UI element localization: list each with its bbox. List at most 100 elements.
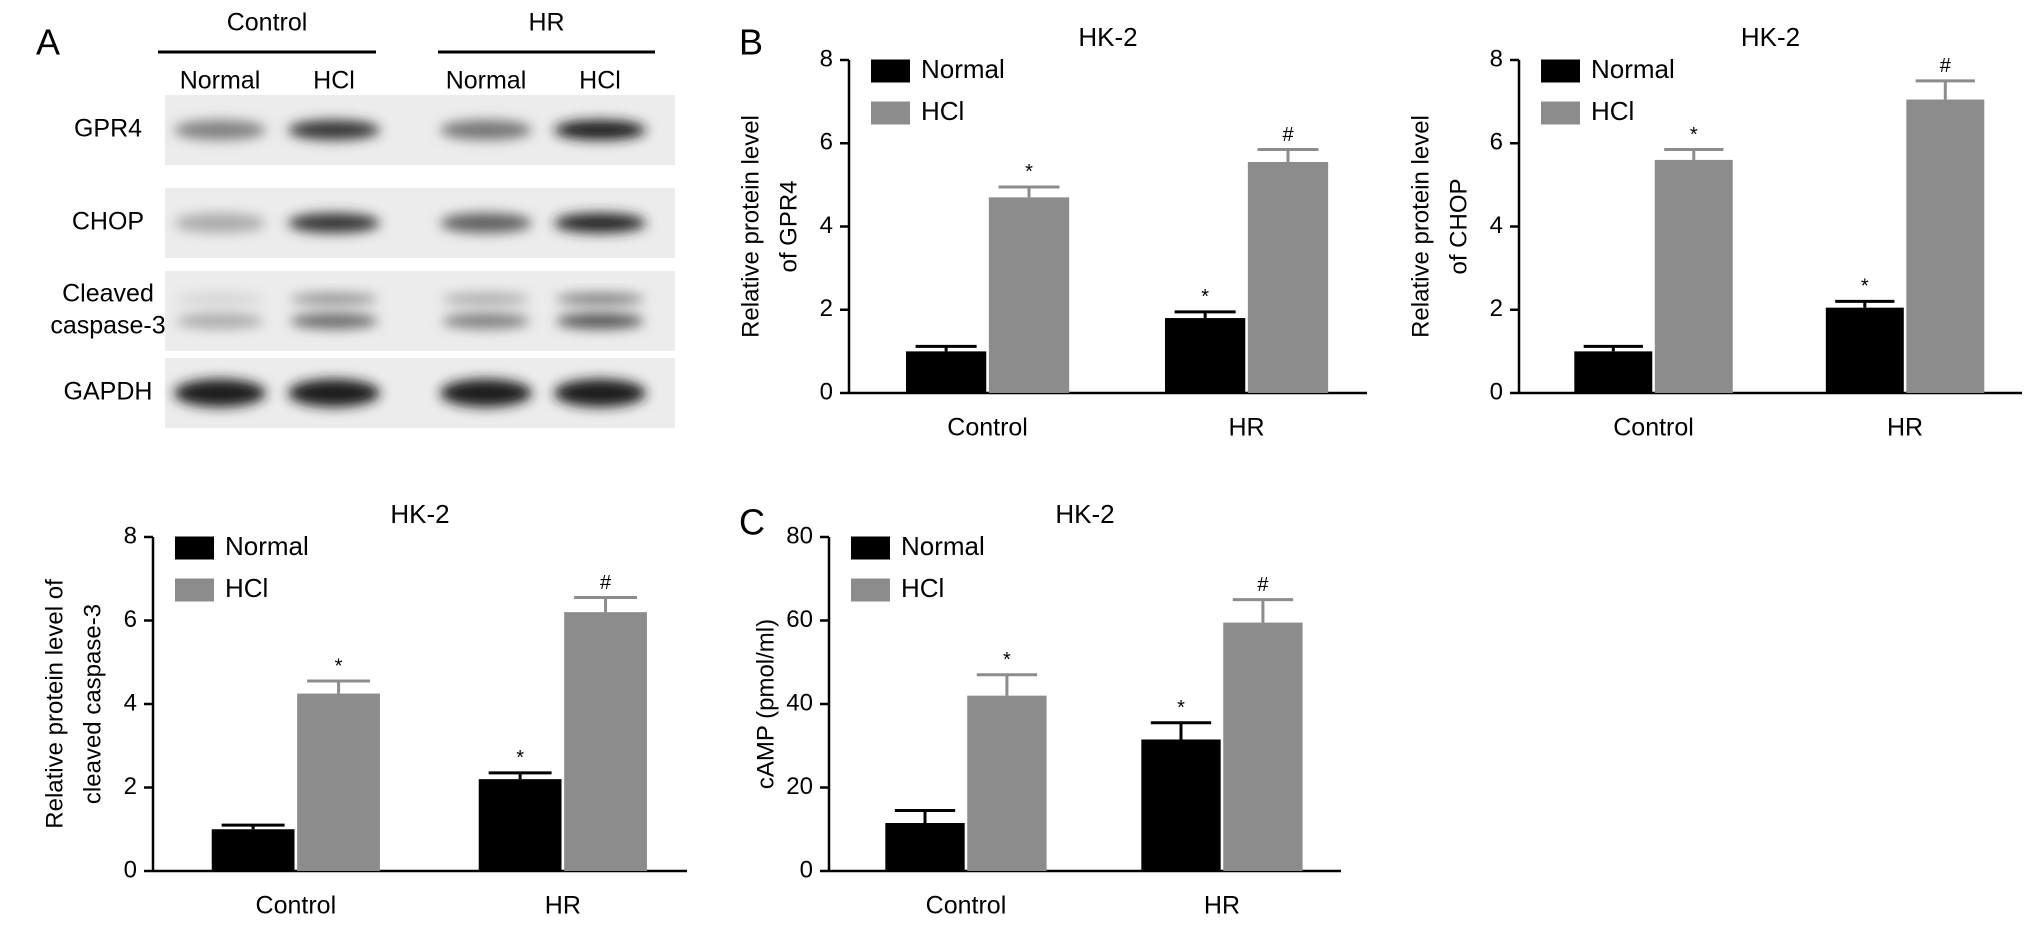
blot-band bbox=[176, 293, 264, 305]
x-tick-label: Control bbox=[926, 892, 1007, 920]
y-tick-label: 6 bbox=[1490, 129, 1503, 156]
significance-marker: * bbox=[1690, 124, 1698, 146]
y-tick-label: 60 bbox=[786, 606, 813, 633]
y-axis-label: cAMP (pmol/ml) bbox=[752, 619, 779, 789]
legend-label: HCl bbox=[1591, 96, 1634, 126]
y-tick-label: 4 bbox=[1490, 212, 1503, 239]
panel-label: A bbox=[36, 22, 60, 63]
y-tick-label: 6 bbox=[124, 606, 137, 633]
blot-band bbox=[288, 120, 380, 140]
y-tick-label: 4 bbox=[820, 212, 833, 239]
legend-label: Normal bbox=[921, 54, 1005, 84]
significance-marker: * bbox=[1861, 276, 1869, 298]
significance-marker: # bbox=[1940, 55, 1952, 77]
bar bbox=[905, 351, 987, 393]
legend-swatch bbox=[175, 536, 214, 560]
bar bbox=[1574, 351, 1653, 393]
y-axis-label: Relative protein level bbox=[737, 115, 764, 338]
panel-label: C bbox=[739, 502, 765, 543]
blot-band bbox=[174, 213, 266, 233]
significance-marker: * bbox=[1025, 161, 1033, 183]
y-tick-label: 40 bbox=[786, 689, 813, 716]
y-tick-label: 2 bbox=[1490, 295, 1503, 322]
y-tick-label: 4 bbox=[124, 689, 137, 716]
significance-marker: * bbox=[1201, 286, 1209, 308]
chart-title: HK-2 bbox=[1078, 22, 1137, 52]
significance-marker: * bbox=[1177, 697, 1185, 719]
blot-band bbox=[174, 379, 266, 407]
lane-label: HCl bbox=[313, 67, 355, 95]
blot-band bbox=[442, 293, 530, 305]
bar bbox=[1825, 307, 1904, 393]
bar bbox=[1223, 622, 1303, 871]
blot-band bbox=[290, 313, 378, 329]
x-tick-label: Control bbox=[947, 414, 1028, 442]
chart-title: HK-2 bbox=[1741, 22, 1800, 52]
y-tick-label: 0 bbox=[820, 378, 833, 405]
x-tick-label: HR bbox=[1204, 892, 1240, 920]
legend-label: HCl bbox=[921, 96, 964, 126]
bar bbox=[1247, 161, 1329, 393]
blot-band bbox=[556, 293, 644, 305]
legend-swatch bbox=[1541, 59, 1580, 83]
chart-title: HK-2 bbox=[390, 499, 449, 529]
blot-band bbox=[554, 120, 646, 140]
blot-band bbox=[554, 213, 646, 233]
blot-band bbox=[176, 313, 264, 329]
y-tick-label: 20 bbox=[786, 773, 813, 800]
protein-label: Cleaved bbox=[62, 280, 154, 308]
significance-marker: # bbox=[1257, 574, 1269, 596]
y-tick-label: 8 bbox=[124, 522, 137, 549]
legend-swatch bbox=[851, 578, 890, 602]
bar bbox=[1906, 99, 1985, 393]
protein-label: CHOP bbox=[72, 208, 144, 236]
bar bbox=[564, 612, 647, 871]
blot-band bbox=[290, 293, 378, 305]
blot-band bbox=[440, 213, 532, 233]
bar bbox=[988, 197, 1070, 393]
bar bbox=[478, 779, 562, 871]
x-tick-label: Control bbox=[256, 892, 337, 920]
blot-band bbox=[556, 313, 644, 329]
chart-title: HK-2 bbox=[1055, 499, 1114, 529]
bar bbox=[1141, 739, 1221, 871]
protein-label: GPR4 bbox=[74, 115, 142, 143]
significance-marker: * bbox=[335, 655, 343, 677]
blot-band bbox=[440, 379, 532, 407]
y-tick-label: 2 bbox=[124, 773, 137, 800]
y-axis-label: Relative protein level bbox=[1407, 115, 1434, 338]
x-tick-label: Control bbox=[1613, 414, 1694, 442]
y-tick-label: 0 bbox=[800, 856, 813, 883]
significance-marker: * bbox=[1003, 649, 1011, 671]
bar bbox=[967, 695, 1047, 871]
protein-label: caspase-3 bbox=[50, 312, 165, 340]
legend-label: HCl bbox=[901, 573, 944, 603]
y-tick-label: 0 bbox=[124, 856, 137, 883]
blot-band bbox=[174, 120, 266, 140]
legend-swatch bbox=[1541, 101, 1580, 125]
legend-label: Normal bbox=[1591, 54, 1675, 84]
group-label: HR bbox=[528, 9, 564, 37]
blot-band bbox=[288, 213, 380, 233]
y-tick-label: 0 bbox=[1490, 378, 1503, 405]
y-axis-label: Relative protein level of bbox=[41, 579, 68, 829]
bar bbox=[1654, 159, 1733, 393]
y-axis-label: of GPR4 bbox=[775, 180, 802, 272]
legend-swatch bbox=[871, 59, 910, 83]
significance-marker: # bbox=[1282, 124, 1294, 146]
x-tick-label: HR bbox=[545, 892, 581, 920]
y-tick-label: 80 bbox=[786, 522, 813, 549]
y-tick-label: 8 bbox=[820, 45, 833, 72]
x-tick-label: HR bbox=[1229, 414, 1265, 442]
x-tick-label: HR bbox=[1887, 414, 1923, 442]
bar bbox=[1164, 318, 1246, 393]
legend-swatch bbox=[871, 101, 910, 125]
panel-label: B bbox=[739, 22, 763, 63]
group-label: Control bbox=[227, 9, 308, 37]
lane-label: Normal bbox=[446, 67, 527, 95]
y-tick-label: 6 bbox=[820, 129, 833, 156]
legend-swatch bbox=[851, 536, 890, 560]
legend-swatch bbox=[175, 578, 214, 602]
